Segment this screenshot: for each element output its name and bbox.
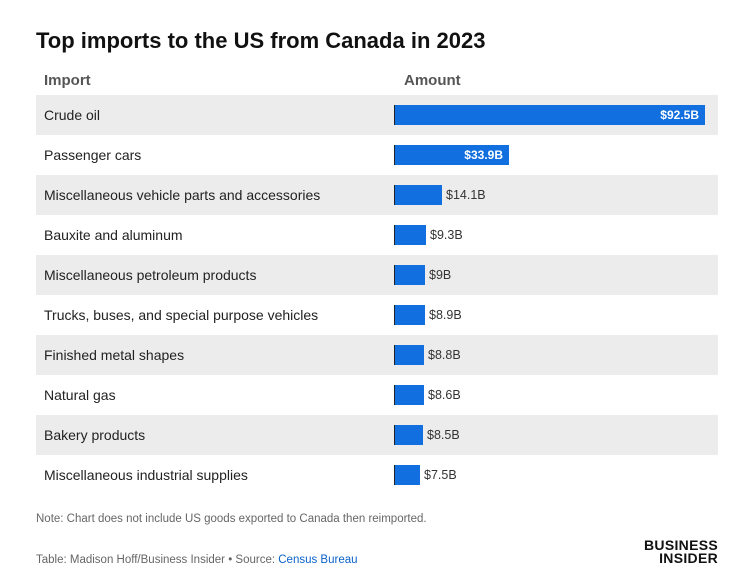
chart-rows: Crude oil$92.5BPassenger cars$33.9BMisce… [36, 95, 718, 495]
bar [395, 225, 426, 245]
row-label: Bauxite and aluminum [44, 227, 394, 243]
bar-cell: $8.9B [394, 305, 710, 325]
table-row: Miscellaneous industrial supplies $7.5B [36, 455, 718, 495]
table-row: Trucks, buses, and special purpose vehic… [36, 295, 718, 335]
bar-cell: $33.9B [394, 145, 710, 165]
table-row: Finished metal shapes $8.8B [36, 335, 718, 375]
bar-cell: $9.3B [394, 225, 710, 245]
bar [395, 305, 425, 325]
row-label: Finished metal shapes [44, 347, 394, 363]
row-label: Bakery products [44, 427, 394, 443]
credit-prefix: Table: Madison Hoff/Business Insider • S… [36, 554, 278, 566]
credit-line: Table: Madison Hoff/Business Insider • S… [36, 539, 718, 566]
table-row: Miscellaneous petroleum products $9B [36, 255, 718, 295]
logo-line2: INSIDER [644, 552, 718, 565]
row-label: Miscellaneous industrial supplies [44, 467, 394, 483]
row-label: Miscellaneous petroleum products [44, 267, 394, 283]
bar-cell: $92.5B [394, 105, 710, 125]
header-import: Import [44, 72, 394, 89]
bar-cell: $14.1B [394, 185, 710, 205]
bar [395, 465, 420, 485]
table-row: Bauxite and aluminum $9.3B [36, 215, 718, 255]
source-link[interactable]: Census Bureau [278, 554, 357, 566]
bar-value-label: $8.6B [424, 385, 461, 405]
table-row: Miscellaneous vehicle parts and accessor… [36, 175, 718, 215]
bar-cell: $8.5B [394, 425, 710, 445]
bar: $33.9B [395, 145, 509, 165]
bar: $92.5B [395, 105, 705, 125]
header-amount: Amount [394, 72, 710, 89]
bar-value-label: $8.9B [425, 305, 462, 325]
bar-value-label: $14.1B [442, 185, 486, 205]
table-row: Crude oil$92.5B [36, 95, 718, 135]
bar-cell: $7.5B [394, 465, 710, 485]
column-headers: Import Amount [36, 72, 718, 89]
bar-value-label: $7.5B [420, 465, 457, 485]
publisher-logo: BUSINESS INSIDER [644, 539, 718, 566]
row-label: Passenger cars [44, 147, 394, 163]
bar [395, 265, 425, 285]
bar [395, 425, 423, 445]
row-label: Crude oil [44, 107, 394, 123]
chart-note: Note: Chart does not include US goods ex… [36, 513, 718, 525]
bar-cell: $8.8B [394, 345, 710, 365]
bar [395, 345, 424, 365]
bar-value-label: $9.3B [426, 225, 463, 245]
bar-cell: $9B [394, 265, 710, 285]
table-row: Natural gas $8.6B [36, 375, 718, 415]
bar [395, 185, 442, 205]
bar-value-label: $8.8B [424, 345, 461, 365]
row-label: Miscellaneous vehicle parts and accessor… [44, 187, 394, 203]
bar [395, 385, 424, 405]
bar-cell: $8.6B [394, 385, 710, 405]
table-row: Passenger cars$33.9B [36, 135, 718, 175]
bar-value-label: $9B [425, 265, 451, 285]
credit-text: Table: Madison Hoff/Business Insider • S… [36, 554, 358, 566]
row-label: Trucks, buses, and special purpose vehic… [44, 307, 394, 323]
bar-value-label: $8.5B [423, 425, 460, 445]
chart-title: Top imports to the US from Canada in 202… [36, 28, 718, 54]
table-row: Bakery products $8.5B [36, 415, 718, 455]
row-label: Natural gas [44, 387, 394, 403]
